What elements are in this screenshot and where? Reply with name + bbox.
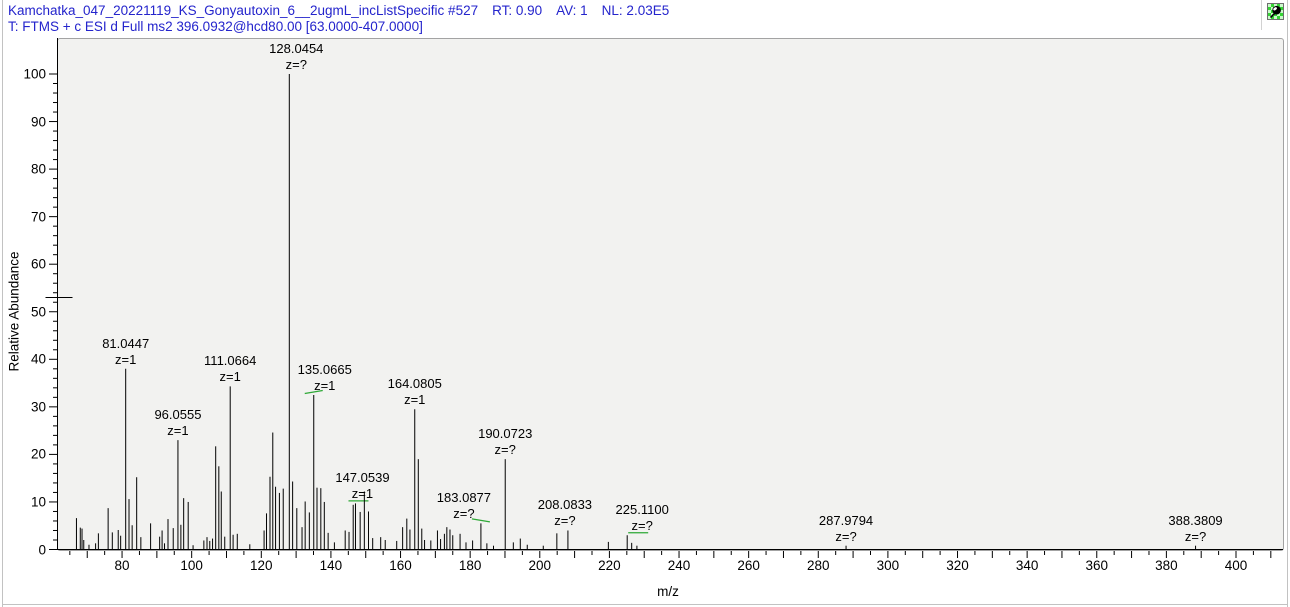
- header-divider: [1261, 0, 1262, 30]
- peak-label: 183.0877 z=?: [437, 490, 491, 522]
- peak-label: 135.0665 z=1: [298, 362, 352, 394]
- peak-charge: z=?: [631, 518, 653, 534]
- peak-mass: 183.0877: [436, 490, 492, 506]
- peak-charge: z=1: [115, 351, 137, 367]
- peak-charge: z=?: [494, 442, 516, 458]
- peak-mass: 225.1100: [615, 502, 669, 518]
- scan-filter-line: T: FTMS + c ESI d Full ms2 396.0932@hcd8…: [8, 19, 423, 34]
- x-tick-label: 140: [319, 558, 343, 573]
- pin-button[interactable]: [1267, 3, 1284, 20]
- y-tick-label: 100: [23, 66, 46, 82]
- peak-mass: 96.0555: [154, 407, 202, 423]
- peak-charge: z=1: [219, 369, 241, 385]
- peak-charge: z=1: [314, 377, 336, 393]
- scan-header-av: AV: 1: [556, 3, 588, 18]
- y-tick-label: 80: [30, 161, 46, 177]
- y-tick-label: 0: [38, 542, 46, 557]
- x-tick-label: 100: [180, 558, 203, 573]
- x-tick-label: 280: [807, 558, 830, 573]
- peak-label: 128.0454 z=?: [269, 41, 323, 73]
- x-tick-label: 400: [1224, 558, 1248, 573]
- peak-mass: 388.3809: [1168, 512, 1223, 528]
- peak-label: 164.0805 z=1: [388, 376, 442, 408]
- y-tick-label: 70: [30, 209, 46, 225]
- pane-border-bottom: [2, 604, 1288, 605]
- peak-charge: z=1: [404, 392, 426, 408]
- y-tick-label: 60: [30, 256, 46, 272]
- pane-border-left: [2, 0, 3, 607]
- x-tick-label: 220: [598, 558, 621, 573]
- y-tick-label: 20: [30, 446, 46, 462]
- pushpin-icon: [1269, 5, 1281, 19]
- peak-charge: z=?: [453, 506, 475, 522]
- x-axis-title: m/z: [657, 584, 679, 599]
- peak-mass: 164.0805: [387, 376, 442, 392]
- x-tick-label: 200: [528, 558, 552, 573]
- y-tick-label: 30: [30, 399, 46, 415]
- peak-mass: 135.0665: [297, 361, 352, 377]
- scan-header: Kamchatka_047_20221119_KS_Gonyautoxin_6_…: [8, 3, 683, 18]
- x-tick-label: 300: [876, 558, 900, 573]
- y-tick-label: 40: [30, 351, 46, 367]
- peak-charge: z=?: [835, 528, 857, 544]
- x-tick-label: 160: [389, 558, 412, 573]
- peak-mass: 128.0454: [269, 41, 324, 56]
- peak-mass: 287.9794: [818, 512, 874, 528]
- peak-mass: 208.0833: [537, 497, 593, 513]
- peak-label: 388.3809 z=?: [1168, 513, 1222, 545]
- x-tick-label: 360: [1085, 558, 1109, 573]
- peak-label: 111.0664 z=1: [204, 353, 256, 385]
- y-tick-label: 90: [30, 114, 46, 130]
- spectrum-plot-area[interactable]: [57, 38, 1284, 551]
- peak-label: 190.0723 z=?: [478, 426, 532, 458]
- scan-header-nl: NL: 2.03E5: [601, 3, 670, 18]
- peak-label: 287.9794 z=?: [819, 513, 873, 545]
- x-tick-label: 320: [946, 558, 969, 573]
- peak-charge: z=?: [1184, 528, 1207, 544]
- peak-charge: z=1: [167, 423, 189, 439]
- x-tick-label: 240: [667, 558, 691, 573]
- scan-header-rt: RT: 0.90: [492, 3, 543, 18]
- x-tick-label: 340: [1015, 558, 1039, 573]
- peak-charge: z=?: [554, 513, 576, 529]
- peak-mass: 190.0723: [478, 426, 533, 442]
- peak-mass: 147.0539: [335, 470, 390, 486]
- x-tick-label: 180: [458, 558, 482, 573]
- x-tick-label: 260: [737, 558, 760, 573]
- pane-border-right: [1287, 0, 1288, 607]
- x-tick-label: 380: [1155, 558, 1178, 573]
- x-tick-label: 80: [114, 558, 130, 573]
- y-tick-label: 50: [30, 304, 46, 320]
- peak-label: 225.1100 z=?: [616, 502, 669, 534]
- x-tick-label: 120: [250, 558, 273, 573]
- peak-charge: z=1: [351, 486, 374, 502]
- peak-mass: 81.0447: [102, 335, 150, 351]
- peak-label: 147.0539 z=1: [335, 470, 389, 502]
- peak-label: 96.0555 z=1: [154, 407, 201, 439]
- peak-label: 208.0833 z=?: [538, 497, 592, 529]
- peak-label: 81.0447 z=1: [102, 336, 149, 368]
- scan-header-file: Kamchatka_047_20221119_KS_Gonyautoxin_6_…: [8, 3, 479, 18]
- y-tick-label: 10: [30, 494, 46, 510]
- peak-charge: z=?: [285, 57, 307, 72]
- peak-mass: 111.0664: [204, 353, 257, 369]
